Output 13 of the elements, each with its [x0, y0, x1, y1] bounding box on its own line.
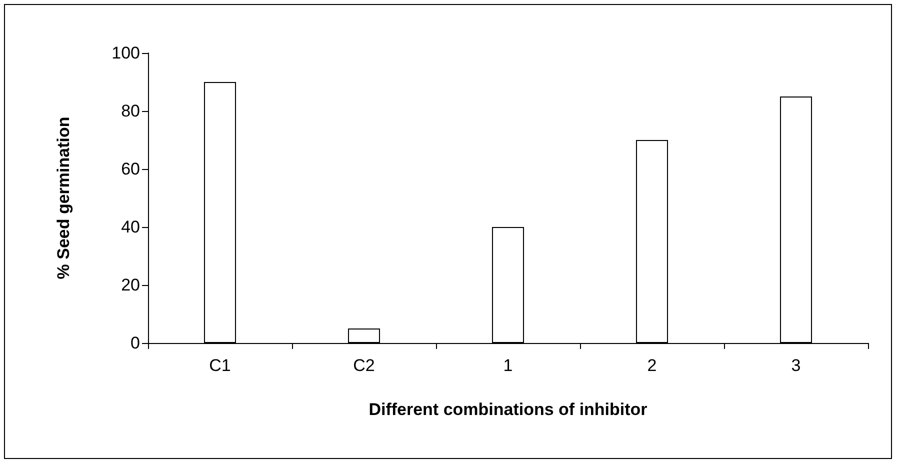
y-tick-label: 40: [121, 218, 140, 236]
x-tick-label: 3: [791, 356, 801, 375]
x-axis-title: Different combinations of inhibitor: [368, 400, 648, 419]
y-tick-label: 80: [121, 102, 140, 120]
x-tick-label: 1: [503, 356, 513, 375]
y-tick-label: 100: [112, 44, 140, 62]
x-tick-label: C1: [209, 356, 231, 375]
y-tick-label: 20: [121, 276, 140, 294]
y-axis-title: % Seed germination: [54, 116, 73, 280]
x-tick-label: C2: [353, 356, 375, 375]
x-tick-label: 2: [647, 356, 657, 375]
y-tick-label: 60: [121, 160, 140, 178]
y-tick-label: 0: [130, 334, 140, 352]
